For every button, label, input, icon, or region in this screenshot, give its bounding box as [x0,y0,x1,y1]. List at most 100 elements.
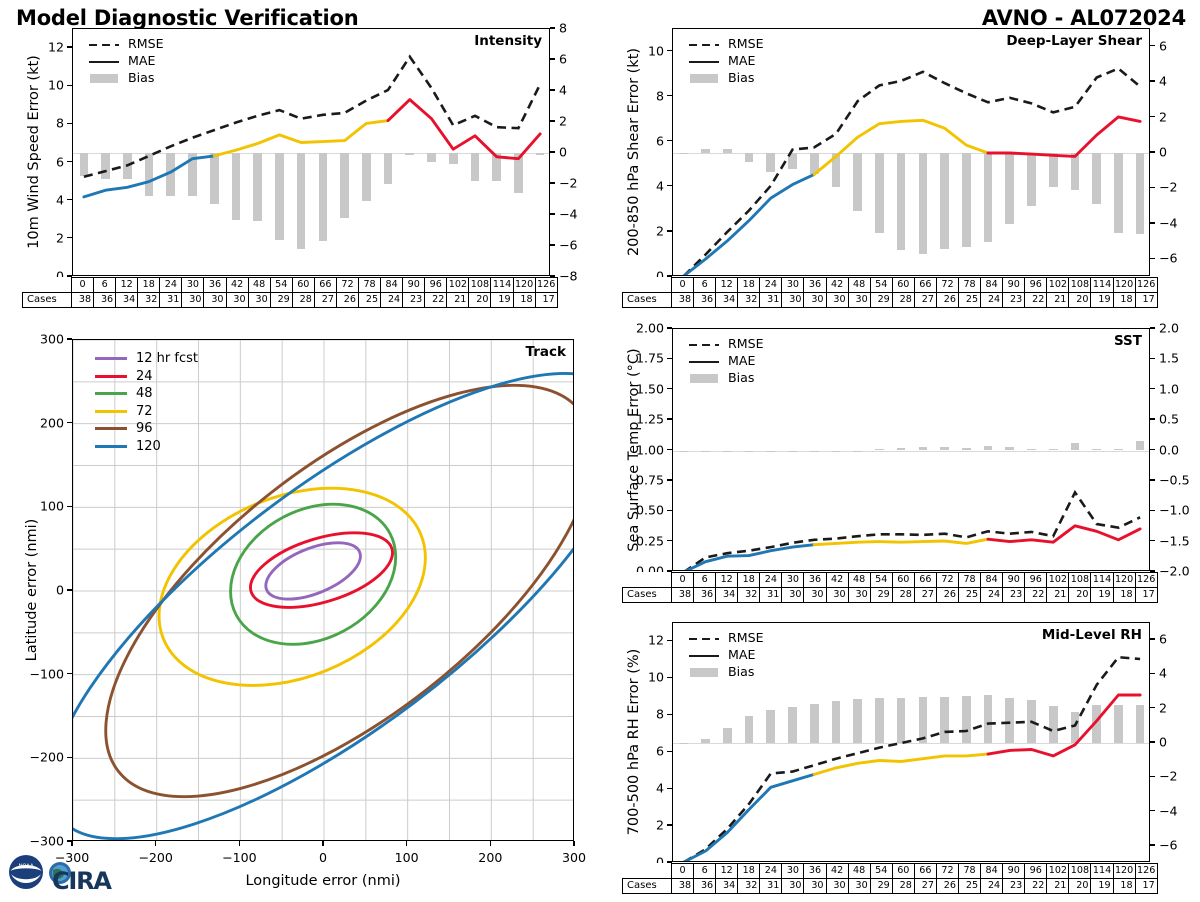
bias-bar [983,153,993,242]
y2-tick-mark [1150,672,1155,675]
cira-wordmark-icon: CIRA [49,862,114,895]
y-axis-title: 10m Wind Speed Error (kt) [26,55,42,249]
bias-bar [831,153,841,187]
y2-tick-label: 2 [1159,109,1168,125]
bias-bar [961,448,971,451]
lead-time-cell: 36 [203,277,227,293]
bias-bar [701,148,710,153]
bias-bar [831,701,841,743]
cases-cell: 17 [1134,587,1158,603]
cases-cell: 23 [1002,587,1026,603]
lead-time-cell: 108 [1068,572,1092,588]
mae-line-segment-0 [682,772,816,861]
panel-title: Mid-Level RH [1041,627,1142,643]
bias-bar [788,153,797,169]
cases-row: Cases 38 36 34 32 31 30 30 30 30 29 28 27 26 25 24 23 22 2… [22,292,580,308]
bias-bar [896,448,906,451]
y-tick-mark [667,639,672,642]
y-tick-mark [67,505,72,507]
cases-cell: 26 [935,878,960,894]
y-tick-label: 8 [55,115,64,131]
y2-tick-mark [1150,257,1155,259]
y-axis-title: Sea Surface Temp Error (°C) [626,347,642,552]
panel-legend: RMSE MAE Bias [689,36,764,87]
y2-tick-label: −4 [1159,215,1178,231]
lead-time-row: 0 6 12 18 24 30 36 42 48 54 60 66 72 78 84 90 96 102 108 11… [622,277,1180,293]
legend-item-mae-label: MAE [128,53,156,69]
legend-item-bias: Bias [689,664,764,681]
cases-cell: 22 [1024,878,1048,894]
lead-time-cell: 84 [380,277,404,293]
x-tick-mark [406,841,408,846]
cases-cell: 36 [693,587,717,603]
cases-cell: 25 [958,878,982,894]
x-tick-label: −200 [138,850,173,865]
lead-time-cell: 0 [671,277,695,293]
cases-cell: 30 [825,292,849,308]
cases-cell: 28 [891,878,915,894]
y-tick-mark [67,422,72,424]
bias-bar [1005,697,1015,743]
bias-bar [470,153,480,181]
legend-item-bias-label: Bias [728,70,755,86]
y-tick-label: 200 [39,415,64,431]
cases-cell: 17 [1134,292,1158,308]
track-legend-item: 120 [95,438,198,456]
y-tick-label: −300 [29,833,64,849]
bias-bar [492,153,502,181]
cases-cell: 19 [1090,878,1114,894]
bias-bar [722,148,732,153]
lead-time-cell: 60 [891,277,915,293]
bias-bar [940,447,949,451]
plot-area: 12 hr fcst 24 48 72 96 120 Track [72,339,574,841]
lead-time-cell: 54 [869,277,893,293]
cases-cell: 31 [159,292,183,308]
lead-time-cell: 78 [358,277,382,293]
bias-bar [1135,441,1145,451]
y2-tick-label: −1.0 [1159,502,1190,518]
y-tick-label: 1.00 [635,442,664,457]
bias-bar [361,153,371,202]
bias-bar [744,153,754,162]
cases-cell: 19 [1090,292,1114,308]
lead-time-cell: 72 [935,572,960,588]
cases-cell: 18 [1112,292,1136,308]
lead-time-cell: 36 [803,572,827,588]
y-tick-label: 4 [55,192,64,208]
cases-cell: 24 [980,292,1004,308]
cases-cell: 19 [490,292,514,308]
cases-cell: 24 [380,292,404,308]
y-tick-mark [667,49,672,52]
legend-item-rmse-swatch [689,633,719,645]
y-tick-mark [67,673,72,675]
bias-bar [101,153,110,180]
mae-line-segment-2 [386,98,542,161]
lead-time-cell: 60 [891,863,915,879]
bias-bar [1114,448,1123,451]
cases-row: Cases 38 36 34 32 31 30 30 30 30 29 28 27 26 25 24 23 22 2… [622,292,1180,308]
panel-title: Track [525,344,566,360]
page-title: Model Diagnostic Verification [16,6,359,30]
bias-bar [1092,448,1102,451]
panel-sst: RMSE MAE Bias SST 0.0 0 0.25 0.50 0.75 1.00 1.25 1.… [600,318,1200,608]
cases-cell: 22 [424,292,448,308]
bias-bar [983,446,993,451]
lead-time-cell: 114 [1090,277,1114,293]
lead-time-cell: 90 [1002,572,1026,588]
lead-time-cell: 42 [825,572,849,588]
cases-cell: 29 [269,292,293,308]
y-tick-mark [667,230,672,232]
mae-line-segment-2 [986,115,1142,158]
lead-time-cell: 60 [291,277,315,293]
lead-time-cell: 78 [958,863,982,879]
y2-tick-label: −1.5 [1159,533,1190,549]
noaa-cira-logo: NOAA CIRA [6,850,130,898]
y2-tick-mark [550,27,555,29]
cases-cell: 30 [803,587,827,603]
lead-time-cell: 126 [1134,863,1158,879]
cases-cell: 19 [1090,587,1114,603]
x-tick-label: 200 [478,850,503,865]
lead-time-cell: 0 [671,572,695,588]
legend-item-bias-label: Bias [728,370,755,386]
cases-cell: 27 [313,292,337,308]
